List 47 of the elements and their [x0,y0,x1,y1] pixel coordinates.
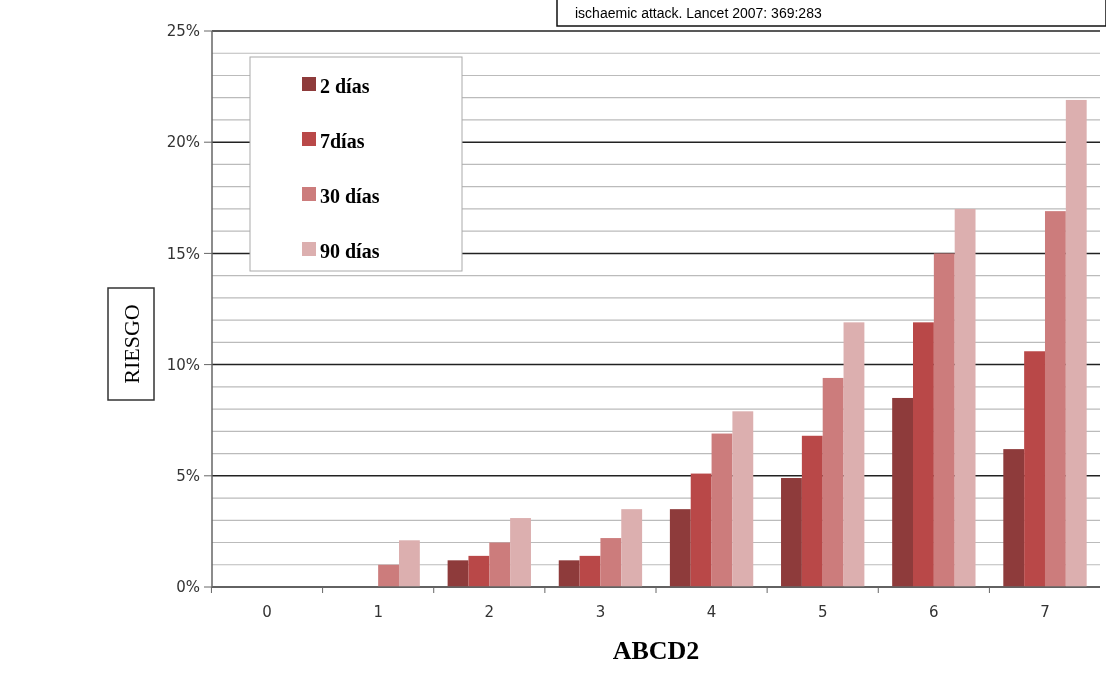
bar [669,509,691,587]
x-tick-label: 0 [262,603,272,621]
y-tick-label: 25% [166,22,200,41]
x-tick-label: 5 [817,603,828,621]
y-tick-label: 10% [166,355,200,374]
x-tick-label: 7 [1040,603,1050,621]
bar [1024,351,1045,587]
bar [510,518,531,587]
bar [468,555,490,587]
bar [600,538,622,587]
bar [781,478,802,587]
y-tick-label: 15% [166,244,200,263]
bar [489,542,511,587]
x-tick-label: 1 [373,603,383,621]
x-tick-label: 3 [595,603,606,621]
bar [1044,211,1066,587]
x-tick-label: 2 [484,603,495,621]
bar [447,560,469,587]
bar [378,564,399,587]
bar [843,322,865,587]
legend-label: 7días [320,130,365,152]
bar [954,208,976,587]
bar [801,435,823,587]
y-tick-label: 20% [166,133,200,152]
bar [1003,449,1025,587]
legend-label: 90 días [320,240,380,262]
bar [913,322,934,587]
y-tick-label: 5% [176,467,200,486]
bar [711,433,733,587]
bar [558,560,580,587]
bar [621,509,643,587]
bar [732,411,754,587]
legend-label: 2 días [320,75,370,97]
y-tick-label: 0% [176,578,200,597]
bar [822,377,844,587]
bar [1065,99,1087,587]
bar [933,253,955,587]
x-tick-label: 4 [706,603,717,621]
bar [398,540,420,587]
bar [579,555,601,587]
text: ischaemic attack. Lancet 2007: 369:283 [575,5,822,22]
y-axis-title: RIESGO [119,304,144,384]
bar [690,473,712,587]
x-tick-label: 6 [929,603,939,621]
x-axis-title: ABCD2 [612,636,700,665]
legend-label: 30 días [320,185,380,207]
bar [892,397,914,587]
